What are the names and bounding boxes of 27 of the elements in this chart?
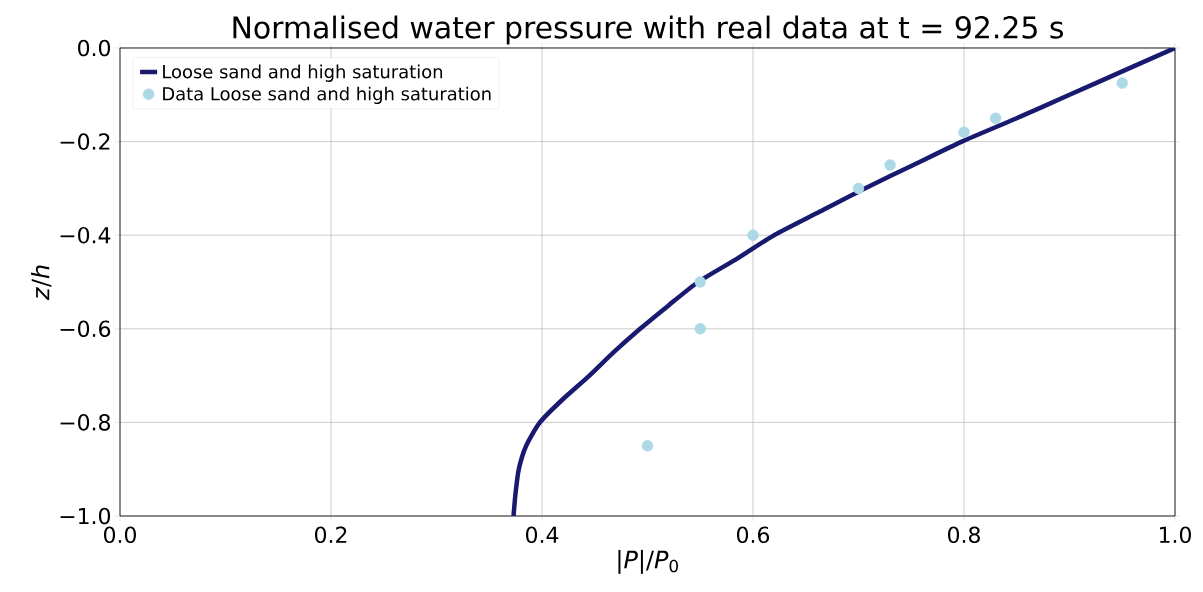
point — [1116, 77, 1128, 89]
x-tick-label: 0.8 — [948, 526, 980, 544]
chart-title: Normalised water pressure with real data at t = 92.25 s — [233, 15, 1063, 45]
point — [694, 323, 706, 335]
x-tick-label: 0.0 — [104, 526, 136, 544]
x-tick-label: 0.2 — [315, 526, 347, 544]
x-tick-label: 0.4 — [526, 526, 559, 544]
legend-label: Loose sand and high saturation — [163, 64, 443, 82]
point — [989, 112, 1002, 124]
line-series — [511, 48, 1175, 516]
y-tick-label: −1.0 — [60, 507, 111, 525]
y-axis-title: z/h — [31, 265, 52, 301]
x-tick-label: 0.6 — [737, 526, 770, 544]
y-tick-label: −0.2 — [60, 133, 110, 150]
y-tick-label: −0.4 — [60, 226, 111, 244]
y-tick-label: −0.8 — [60, 414, 110, 431]
point — [958, 126, 970, 138]
y-tick-label: −0.6 — [60, 320, 111, 338]
y-tick-label: 0.0 — [78, 39, 111, 57]
legend-label: Data Loose sand and high saturation — [163, 86, 491, 105]
point — [884, 159, 896, 171]
point — [694, 276, 706, 288]
point — [641, 440, 654, 452]
x-tick-label: 1.0 — [1159, 526, 1191, 544]
point — [852, 182, 865, 195]
point — [747, 229, 759, 241]
x-axis-title: |P|/P$_{0}$ — [618, 549, 678, 574]
